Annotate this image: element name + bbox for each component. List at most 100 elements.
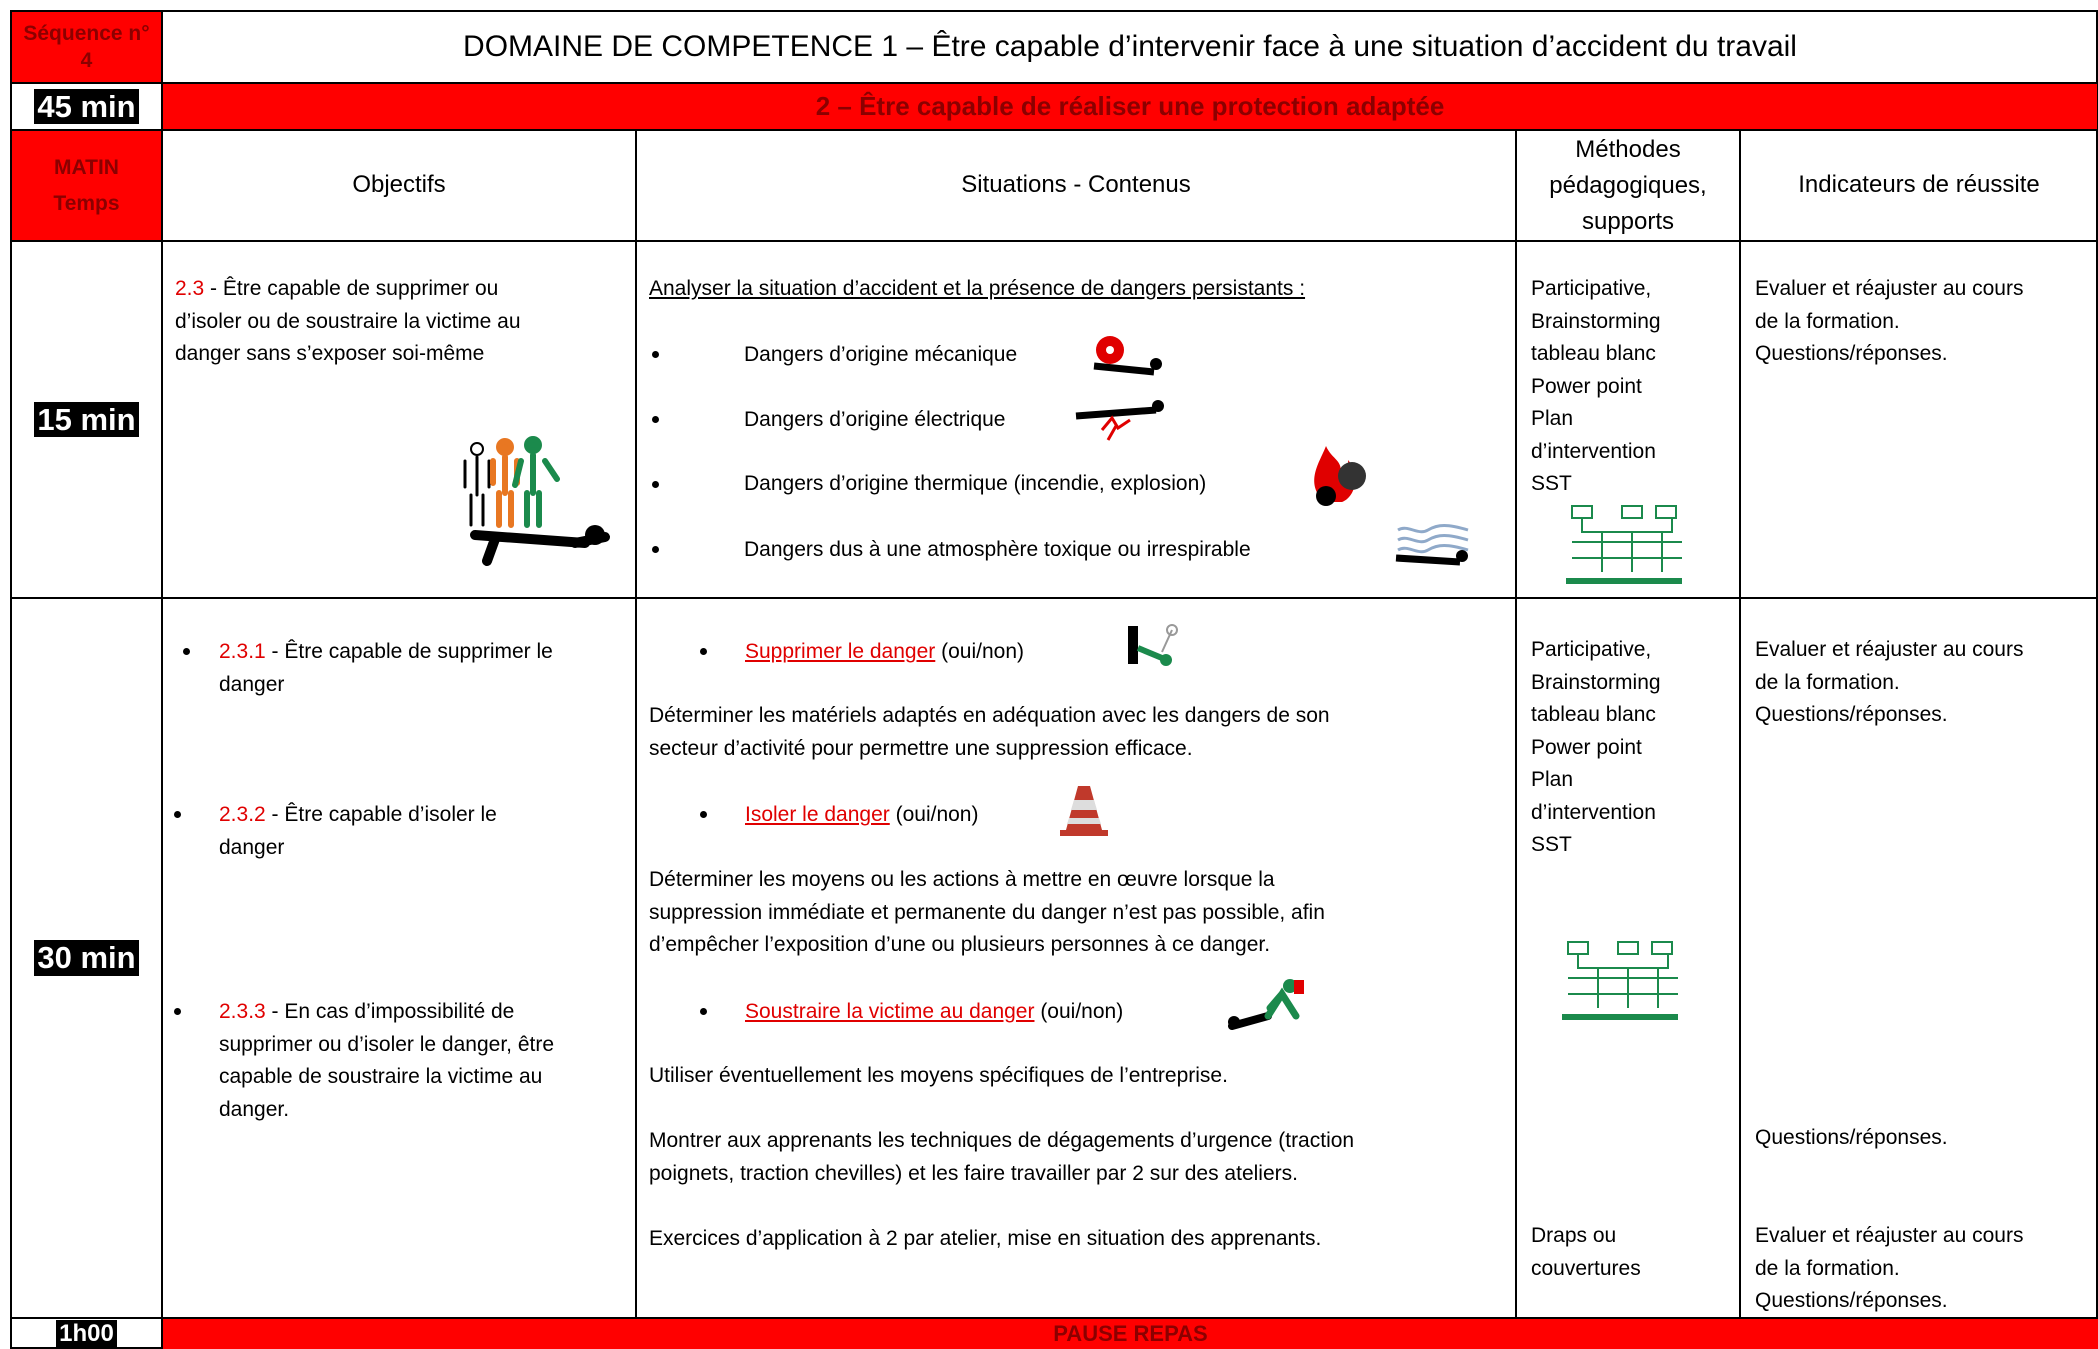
paragraph: Déterminer les matériels adaptés en adéq… bbox=[649, 700, 1330, 765]
toxic-icon bbox=[1395, 524, 1469, 566]
time-cell: 30 min bbox=[12, 599, 161, 1317]
method: SST bbox=[1531, 472, 1572, 495]
objective-line: capable de soustraire la victime au bbox=[219, 1065, 543, 1088]
remove-icon bbox=[1128, 624, 1178, 666]
danger-item: Dangers dus à une atmosphère toxique ou … bbox=[744, 538, 1251, 561]
method: d’intervention bbox=[1531, 439, 1656, 463]
paragraph: Montrer aux apprenants les techniques de… bbox=[649, 1125, 1354, 1190]
paragraph-line: Montrer aux apprenants les techniques de… bbox=[649, 1129, 1355, 1152]
contents-header-cell: Situations - Contenus bbox=[637, 131, 1515, 240]
objective-text: - Être capable de supprimer le bbox=[265, 640, 553, 663]
method: Brainstorming bbox=[1531, 309, 1661, 333]
footer-time: 1h00 bbox=[56, 1320, 117, 1348]
sst-plan-icon bbox=[1562, 502, 1688, 588]
action-link[interactable]: Soustraire la victime au danger bbox=[745, 1000, 1035, 1023]
method: Brainstorming bbox=[1531, 670, 1661, 694]
method: d’intervention bbox=[1531, 800, 1656, 824]
sst-plan-icon bbox=[1558, 938, 1684, 1024]
methods: Participative, Brainstorming tableau bla… bbox=[1531, 634, 1661, 862]
objective: 2.3.3 - En cas d’impossibilité de suppri… bbox=[219, 996, 554, 1126]
objective-text: - Être capable d’isoler le bbox=[265, 803, 497, 826]
indicator: Evaluer et réajuster au cours bbox=[1755, 1224, 2024, 1247]
paragraph-line: Déterminer les matériels adaptés en adéq… bbox=[649, 704, 1330, 727]
danger-item: Dangers d’origine mécanique bbox=[744, 343, 1018, 366]
action-note: (oui/non) bbox=[889, 803, 979, 826]
indicator: Questions/réponses. bbox=[1755, 1126, 1948, 1149]
material: couvertures bbox=[1531, 1256, 1641, 1280]
bullet bbox=[652, 546, 659, 553]
cone-icon bbox=[1060, 786, 1108, 836]
duration: 45 min bbox=[34, 88, 139, 125]
paragraph: Exercices d’application à 2 par atelier,… bbox=[649, 1227, 1322, 1250]
indicator: Questions/réponses. bbox=[1755, 1289, 1948, 1312]
bullet bbox=[700, 648, 707, 655]
extract-icon bbox=[1228, 979, 1304, 1030]
paragraph-line: d’empêcher l’exposition d’une ou plusieu… bbox=[649, 933, 1271, 956]
objective-line: danger. bbox=[219, 1097, 290, 1121]
objective-line: danger bbox=[219, 835, 285, 859]
action-link[interactable]: Supprimer le danger bbox=[745, 640, 936, 663]
indicators: Evaluer et réajuster au cours de la form… bbox=[1755, 634, 2023, 732]
objective-line: d’isoler ou de soustraire la victime au bbox=[175, 309, 521, 333]
indicators: Evaluer et réajuster au cours de la form… bbox=[1755, 273, 2023, 371]
objective-text: - Être capable de supprimer ou bbox=[204, 277, 499, 300]
bullet bbox=[652, 351, 659, 358]
paragraph-line: Utiliser éventuellement les moyens spéci… bbox=[649, 1064, 1228, 1087]
sequence-cell: Séquence n° 4 bbox=[12, 12, 161, 82]
method: Participative, bbox=[1531, 638, 1652, 661]
electric-icon bbox=[1075, 400, 1164, 441]
subtitle: 2 – Être capable de réaliser une protect… bbox=[815, 91, 1445, 122]
indicator: Questions/réponses. bbox=[1755, 703, 1948, 726]
contents-header: Situations - Contenus bbox=[961, 171, 1191, 199]
time-cell: 15 min bbox=[12, 242, 161, 597]
fire-icon bbox=[1314, 446, 1366, 506]
contents-heading: Analyser la situation d’accident et la p… bbox=[649, 277, 1306, 300]
objective-line: danger bbox=[219, 672, 285, 696]
action-note: (oui/non) bbox=[1034, 1000, 1124, 1023]
materials: Draps ou couvertures bbox=[1531, 1220, 1641, 1285]
action-link[interactable]: Isoler le danger bbox=[745, 803, 890, 826]
footer-label-cell: PAUSE REPAS bbox=[163, 1319, 2098, 1349]
row-time: 15 min bbox=[34, 401, 139, 438]
paragraph-line: secteur d’activité pour permettre une su… bbox=[649, 736, 1193, 760]
time-header-cell: MATIN Temps bbox=[12, 131, 161, 240]
danger-item: Dangers d’origine électrique bbox=[744, 408, 1006, 431]
objective: 2.3 - Être capable de supprimer ou d’iso… bbox=[175, 273, 521, 371]
paragraph-line: suppression immédiate et permanente du d… bbox=[649, 900, 1325, 924]
domain-cell: DOMAINE DE COMPETENCE 1 – Être capable d… bbox=[163, 12, 2097, 82]
method: Power point bbox=[1531, 735, 1642, 759]
paragraph: Utiliser éventuellement les moyens spéci… bbox=[649, 1060, 1228, 1093]
bullet bbox=[652, 481, 659, 488]
duration-cell: 45 min bbox=[12, 84, 161, 129]
time-header: MATIN Temps bbox=[53, 155, 120, 215]
objective-text: - En cas d’impossibilité de bbox=[265, 1000, 515, 1023]
objective-code: 2.3.1 bbox=[219, 640, 266, 663]
objective-code: 2.3.3 bbox=[219, 1000, 266, 1023]
methods-header-cell: Méthodes pédagogiques, supports bbox=[1517, 131, 1739, 240]
method: Plan bbox=[1531, 407, 1574, 430]
footer-time-cell: 1h00 bbox=[12, 1319, 161, 1349]
methods: Participative, Brainstorming tableau bla… bbox=[1531, 273, 1661, 501]
bullet bbox=[174, 811, 181, 818]
method: SST bbox=[1531, 833, 1572, 856]
rescue-icon bbox=[463, 436, 610, 566]
methods-header: Méthodes pédagogiques, supports bbox=[1549, 135, 1707, 235]
method: tableau blanc bbox=[1531, 342, 1656, 365]
bullet bbox=[174, 1008, 181, 1015]
paragraph: Déterminer les moyens ou les actions à m… bbox=[649, 864, 1325, 962]
indicator: de la formation. bbox=[1755, 309, 1900, 333]
bullet bbox=[183, 648, 190, 655]
mechanical-icon bbox=[1093, 336, 1162, 376]
objective-code: 2.3 bbox=[175, 277, 205, 300]
sequence: Séquence n° 4 bbox=[23, 22, 150, 72]
action: Isoler le danger (oui/non) bbox=[745, 799, 978, 832]
objectives-header-cell: Objectifs bbox=[163, 131, 635, 240]
action: Soustraire la victime au danger (oui/non… bbox=[745, 996, 1123, 1029]
objective-line: danger sans s’exposer soi-même bbox=[175, 342, 485, 365]
domain-title: DOMAINE DE COMPETENCE 1 – Être capable d… bbox=[463, 29, 1797, 63]
danger-item: Dangers d’origine thermique (incendie, e… bbox=[744, 472, 1207, 495]
action: Supprimer le danger (oui/non) bbox=[745, 636, 1024, 669]
objective-line: supprimer ou d’isoler le danger, être bbox=[219, 1032, 555, 1056]
indicator: Evaluer et réajuster au cours bbox=[1755, 277, 2024, 300]
